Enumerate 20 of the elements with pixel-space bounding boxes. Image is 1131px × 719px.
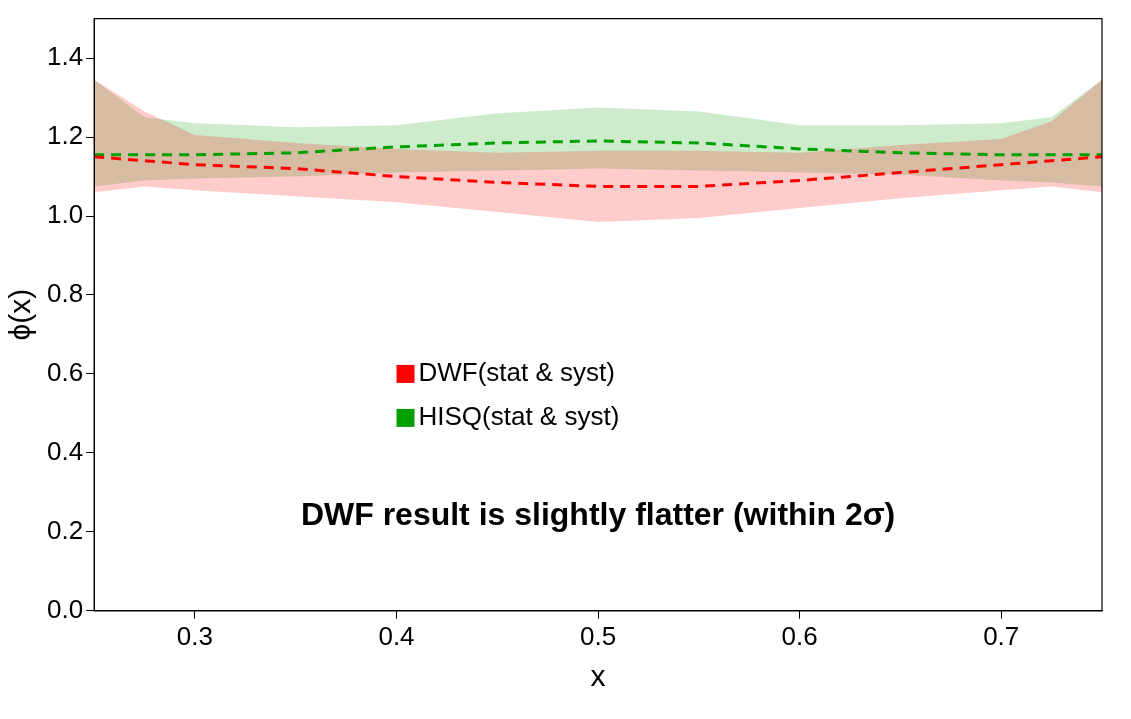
y-tick-label: 0.4: [46, 436, 84, 467]
y-tick-label: 0.0: [46, 593, 84, 624]
x-tick-label: 0.7: [983, 620, 1020, 651]
legend-label: HISQ(stat & syst): [418, 401, 620, 432]
y-tick-label: 0.2: [46, 515, 84, 546]
x-tick-label: 0.5: [579, 620, 617, 651]
y-tick-label: 0.8: [46, 278, 84, 309]
line-series: [92, 155, 1104, 188]
legend-label: DWF(stat & syst): [418, 357, 615, 388]
y-tick-label: 1.4: [46, 41, 84, 72]
annotation: DWF result is slightly flatter (within 2σ): [300, 495, 896, 532]
y-tick-label: 0.6: [46, 357, 84, 388]
x-axis-title: x: [590, 659, 606, 693]
y-tick-label: 1.0: [46, 199, 84, 230]
y-tick-label: 1.2: [46, 120, 84, 151]
line-series: [92, 139, 1104, 157]
x-tick-label: 0.3: [176, 620, 214, 651]
y-axis-title: ϕ(x): [3, 288, 37, 341]
x-tick-label: 0.6: [781, 620, 818, 651]
x-tick-label: 0.4: [378, 620, 415, 651]
